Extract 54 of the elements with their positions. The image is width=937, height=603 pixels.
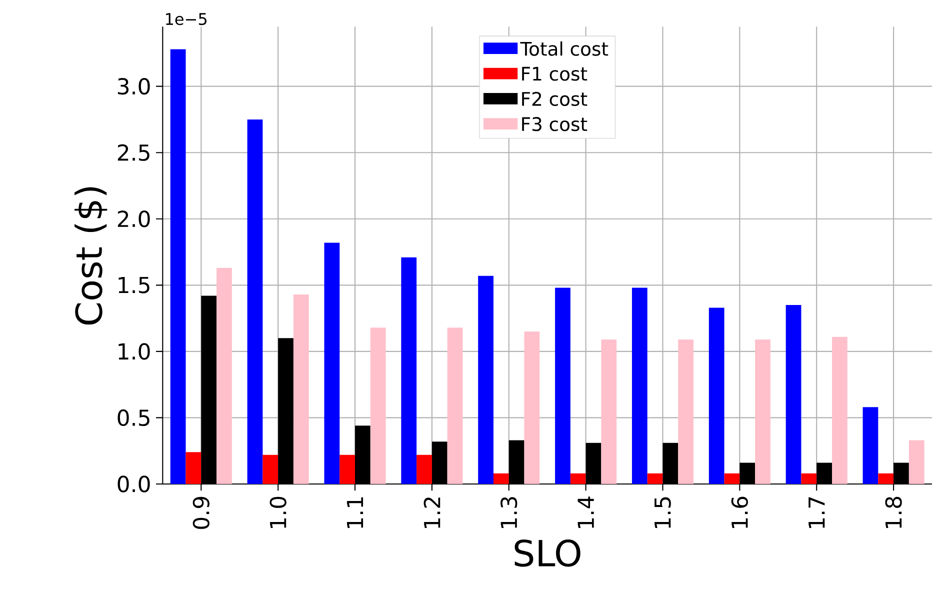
bar [862, 407, 878, 484]
x-tick-label: 1.2 [424, 498, 440, 528]
bar [601, 340, 617, 484]
x-tick-label: 1.7 [808, 497, 825, 528]
y-axis-title: Cost ($) [74, 187, 108, 325]
bar [262, 454, 278, 484]
bar [708, 308, 724, 484]
legend-label: Total cost [520, 41, 608, 56]
bar [324, 242, 340, 484]
x-tick-label: 1.5 [654, 497, 671, 528]
x-tick-label: 1.8 [885, 496, 902, 528]
legend-label: F2 cost [522, 92, 588, 106]
bar [678, 340, 694, 484]
bar [555, 288, 570, 484]
legend-label: F3 cost [522, 117, 588, 132]
x-tick-label: 1.3 [500, 497, 518, 528]
x-tick-label: 1.6 [731, 496, 748, 528]
legend-label: F1 cost [522, 66, 588, 81]
bar [416, 454, 432, 484]
x-tick-label: 0.9 [192, 496, 210, 529]
bar [524, 332, 540, 484]
bar [340, 454, 356, 484]
bar [832, 336, 848, 484]
bar [647, 473, 663, 484]
bar [786, 305, 802, 484]
bar [801, 473, 817, 484]
bar [755, 340, 770, 484]
bar [878, 473, 894, 484]
bar [570, 473, 586, 484]
x-tick-label: 1.1 [346, 497, 364, 528]
bar [370, 328, 386, 484]
bar [216, 268, 232, 484]
y-tick-label: 0.5 [118, 409, 150, 426]
bar [186, 452, 202, 484]
y-tick-label: 1.5 [118, 276, 150, 294]
x-tick-label: 1.4 [578, 496, 594, 528]
bar [632, 288, 648, 484]
x-axis-title: SLO [514, 540, 580, 567]
bar [724, 473, 740, 484]
bar [401, 257, 417, 484]
x-tick-label: 1.0 [270, 496, 286, 528]
bar [908, 440, 924, 484]
text: 1e−5 [166, 13, 206, 26]
bar [478, 276, 494, 484]
bar [170, 49, 186, 484]
bar [293, 294, 309, 484]
y-tick-label: 2.5 [118, 144, 150, 161]
bar [493, 473, 509, 484]
bar [447, 328, 463, 484]
y-tick-label: 2.0 [118, 210, 150, 228]
y-tick-label: 3.0 [118, 78, 150, 95]
y-tick-label: 1.0 [118, 343, 150, 360]
bar [247, 119, 263, 484]
y-tick-label: 0.0 [118, 476, 150, 492]
